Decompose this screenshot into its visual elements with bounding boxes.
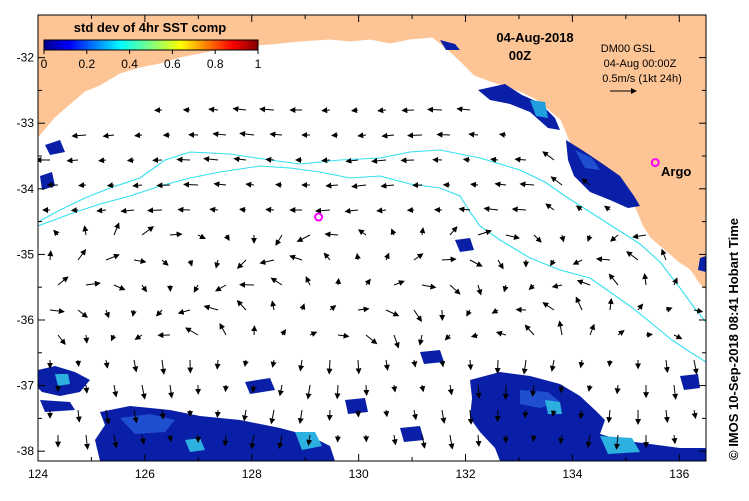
current-arrow — [79, 185, 86, 186]
colorbar-tick-label: 0.4 — [121, 57, 138, 71]
colorbar-tick-label: 1 — [255, 57, 262, 71]
current-arrow — [366, 385, 367, 395]
lat-tick-label: -38 — [17, 444, 35, 458]
colorbar-title: std dev of 4hr SST comp — [74, 20, 226, 35]
lat-tick-label: -32 — [17, 51, 35, 65]
current-arrow — [408, 135, 422, 136]
lon-tick-label: 128 — [242, 467, 262, 481]
current-arrow — [148, 210, 162, 211]
lon-tick-label: 124 — [28, 467, 48, 481]
current-arrow — [646, 334, 652, 335]
copyright-label: © IMOS 10-Sep-2018 08:41 Hobart Time — [726, 218, 741, 460]
colorbar-tick-label: 0.6 — [164, 57, 181, 71]
colorbar-tick-label: 0.8 — [207, 57, 224, 71]
colorbar-tick-label: 0 — [41, 57, 48, 71]
lon-tick-label: 136 — [669, 467, 689, 481]
current-arrow — [266, 209, 274, 210]
current-arrow — [329, 410, 330, 420]
current-arrow — [128, 160, 134, 161]
current-arrow — [266, 159, 274, 160]
lon-tick-label: 134 — [562, 467, 582, 481]
current-arrow — [322, 110, 330, 111]
model-name: DM00 GSL — [601, 43, 655, 55]
time-title: 00Z — [509, 48, 531, 63]
current-arrow — [500, 134, 506, 135]
current-arrow — [437, 134, 450, 135]
current-arrow — [322, 160, 330, 161]
lon-tick-label: 130 — [349, 467, 369, 481]
scale-label: 0.5m/s (1kt 24h) — [602, 73, 681, 85]
colorbar-tick-label: 0.2 — [78, 57, 95, 71]
current-arrow — [225, 385, 226, 391]
lon-tick-label: 126 — [135, 467, 155, 481]
current-arrow — [78, 360, 79, 366]
current-arrow — [177, 159, 190, 160]
lat-tick-label: -36 — [17, 313, 35, 327]
current-arrow — [464, 159, 470, 160]
current-arrow — [609, 360, 610, 366]
colorbar-gradient — [44, 40, 258, 50]
current-arrow — [428, 109, 442, 110]
lon-tick-label: 132 — [456, 467, 476, 481]
current-arrow — [338, 279, 339, 285]
current-arrow — [157, 185, 170, 186]
lat-tick-label: -33 — [17, 116, 35, 130]
current-arrow — [240, 209, 246, 210]
model-time: 04-Aug 00:00Z — [604, 58, 677, 70]
argo-label: Argo — [661, 164, 691, 179]
current-arrow — [217, 410, 218, 417]
lat-tick-label: -34 — [17, 182, 35, 196]
current-arrow — [352, 110, 358, 111]
date-title: 04-Aug-2018 — [496, 30, 573, 45]
current-arrow — [184, 184, 198, 185]
lat-tick-label: -37 — [17, 379, 35, 393]
lat-tick-label: -35 — [17, 247, 35, 261]
